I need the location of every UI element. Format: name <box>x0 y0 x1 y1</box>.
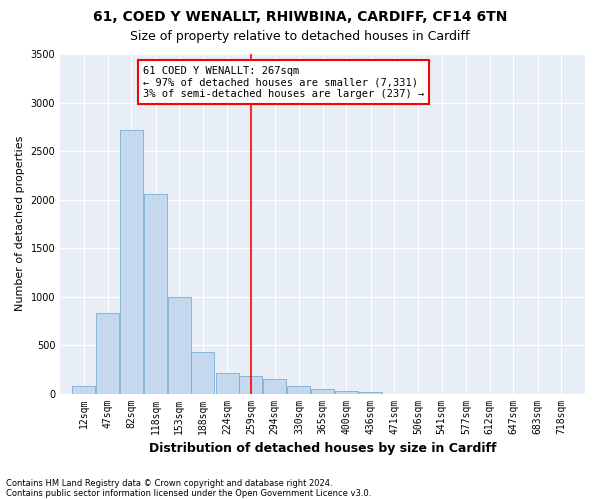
Bar <box>168 296 191 394</box>
Bar <box>144 194 167 394</box>
Bar <box>335 390 358 394</box>
Text: Contains HM Land Registry data © Crown copyright and database right 2024.: Contains HM Land Registry data © Crown c… <box>6 478 332 488</box>
Bar <box>73 386 95 394</box>
Bar <box>287 386 310 394</box>
Text: Size of property relative to detached houses in Cardiff: Size of property relative to detached ho… <box>130 30 470 43</box>
Bar <box>96 313 119 394</box>
Bar <box>311 388 334 394</box>
Bar <box>359 392 382 394</box>
Text: 61 COED Y WENALLT: 267sqm
← 97% of detached houses are smaller (7,331)
3% of sem: 61 COED Y WENALLT: 267sqm ← 97% of detac… <box>143 66 424 99</box>
Bar <box>263 379 286 394</box>
Bar <box>239 376 262 394</box>
Text: Contains public sector information licensed under the Open Government Licence v3: Contains public sector information licen… <box>6 488 371 498</box>
Bar <box>216 373 239 394</box>
Bar <box>120 130 143 394</box>
Text: 61, COED Y WENALLT, RHIWBINA, CARDIFF, CF14 6TN: 61, COED Y WENALLT, RHIWBINA, CARDIFF, C… <box>93 10 507 24</box>
Y-axis label: Number of detached properties: Number of detached properties <box>15 136 25 312</box>
Bar <box>191 352 214 394</box>
X-axis label: Distribution of detached houses by size in Cardiff: Distribution of detached houses by size … <box>149 442 496 455</box>
